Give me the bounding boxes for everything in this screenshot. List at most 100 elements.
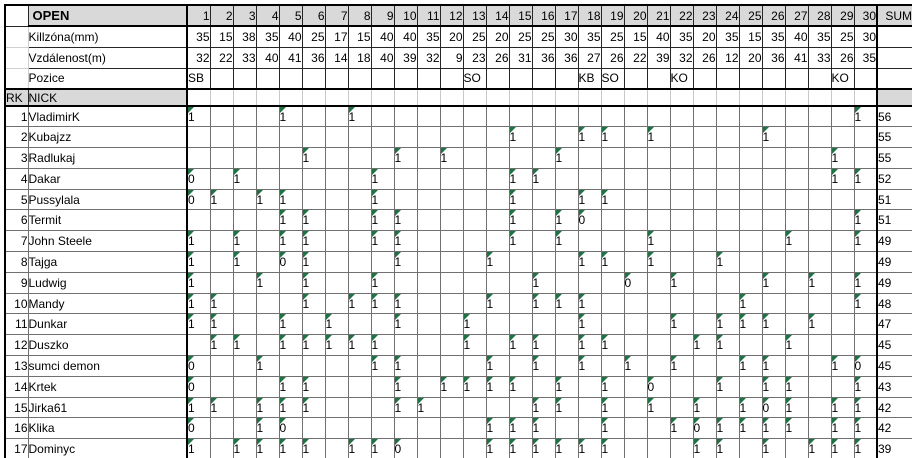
mark-cell[interactable] — [439, 105, 464, 128]
mark-cell[interactable]: 1 — [186, 313, 211, 336]
mark-cell[interactable] — [439, 334, 464, 357]
info-value-cell[interactable]: 40 — [255, 46, 280, 69]
mark-cell[interactable] — [830, 230, 855, 253]
header-filler-cell[interactable] — [692, 88, 717, 107]
mark-cell[interactable] — [209, 105, 234, 128]
mark-cell[interactable] — [462, 230, 487, 253]
rank-cell[interactable]: 8 — [4, 251, 29, 273]
column-header-cell[interactable]: 1 — [186, 4, 211, 27]
mark-cell[interactable]: 1 — [393, 355, 418, 377]
mark-cell[interactable] — [416, 105, 441, 128]
rank-cell[interactable]: 10 — [4, 292, 29, 315]
sum-fill-cell[interactable] — [876, 46, 912, 69]
info-value-cell[interactable]: 20 — [439, 25, 464, 48]
info-value-cell[interactable] — [508, 67, 533, 90]
mark-cell[interactable] — [439, 230, 464, 253]
mark-cell[interactable]: 1 — [554, 375, 579, 398]
mark-cell[interactable]: 1 — [301, 230, 326, 253]
info-value-cell[interactable] — [301, 67, 326, 90]
mark-cell[interactable]: 1 — [278, 334, 303, 357]
column-header-cell[interactable]: 11 — [416, 4, 441, 27]
info-value-cell[interactable]: 22 — [209, 46, 234, 69]
mark-cell[interactable] — [347, 230, 372, 253]
mark-cell[interactable] — [623, 251, 648, 273]
mark-cell[interactable] — [646, 167, 671, 190]
info-value-cell[interactable]: 40 — [784, 25, 809, 48]
mark-cell[interactable] — [324, 292, 349, 315]
mark-cell[interactable] — [393, 167, 418, 190]
mark-cell[interactable] — [623, 313, 648, 336]
mark-cell[interactable] — [462, 105, 487, 128]
mark-cell[interactable]: 1 — [853, 167, 878, 190]
mark-cell[interactable] — [853, 313, 878, 336]
info-value-cell[interactable]: 15 — [623, 25, 648, 48]
mark-cell[interactable] — [738, 334, 763, 357]
mark-cell[interactable]: 1 — [761, 438, 786, 458]
info-value-cell[interactable] — [347, 67, 372, 90]
mark-cell[interactable] — [531, 126, 556, 149]
mark-cell[interactable]: 1 — [715, 334, 740, 357]
info-value-cell[interactable]: 33 — [232, 46, 257, 69]
mark-cell[interactable]: 1 — [278, 313, 303, 336]
mark-cell[interactable] — [255, 230, 280, 253]
mark-cell[interactable] — [669, 188, 694, 211]
mark-cell[interactable] — [623, 167, 648, 190]
mark-cell[interactable]: 1 — [301, 147, 326, 169]
header-filler-cell[interactable] — [255, 88, 280, 107]
mark-cell[interactable]: 1 — [393, 230, 418, 253]
mark-cell[interactable] — [646, 105, 671, 128]
nick-header-cell[interactable]: NICK — [27, 88, 188, 107]
column-header-cell[interactable]: 6 — [301, 4, 326, 27]
mark-cell[interactable] — [669, 230, 694, 253]
mark-cell[interactable] — [416, 147, 441, 169]
info-value-cell[interactable]: 14 — [324, 46, 349, 69]
mark-cell[interactable]: 1 — [715, 438, 740, 458]
mark-cell[interactable]: 0 — [186, 167, 211, 190]
mark-cell[interactable]: 1 — [830, 167, 855, 190]
mark-cell[interactable]: 1 — [255, 438, 280, 458]
mark-cell[interactable] — [600, 313, 625, 336]
mark-cell[interactable] — [439, 126, 464, 149]
nick-cell[interactable]: Dominyc — [27, 438, 188, 458]
mark-cell[interactable]: 1 — [209, 396, 234, 419]
rank-cell[interactable]: 3 — [4, 147, 29, 169]
mark-cell[interactable]: 1 — [623, 355, 648, 377]
mark-cell[interactable]: 0 — [761, 396, 786, 419]
mark-cell[interactable] — [554, 105, 579, 128]
mark-cell[interactable]: 1 — [232, 334, 257, 357]
mark-cell[interactable]: 1 — [370, 355, 395, 377]
mark-cell[interactable] — [370, 105, 395, 128]
mark-cell[interactable] — [784, 355, 809, 377]
info-value-cell[interactable]: 39 — [393, 46, 418, 69]
mark-cell[interactable]: 1 — [577, 188, 602, 211]
sum-cell[interactable]: 52 — [876, 167, 912, 190]
mark-cell[interactable] — [531, 251, 556, 273]
mark-cell[interactable]: 1 — [370, 334, 395, 357]
column-header-cell[interactable]: 29 — [830, 4, 855, 27]
nick-cell[interactable]: Pussylala — [27, 188, 188, 211]
info-value-cell[interactable]: 20 — [485, 25, 510, 48]
mark-cell[interactable]: 1 — [255, 396, 280, 419]
column-header-cell[interactable]: 5 — [278, 4, 303, 27]
mark-cell[interactable] — [646, 438, 671, 458]
mark-cell[interactable] — [692, 105, 717, 128]
mark-cell[interactable] — [439, 438, 464, 458]
column-header-cell[interactable]: 19 — [600, 4, 625, 27]
header-filler-cell[interactable] — [485, 88, 510, 107]
info-value-cell[interactable]: 15 — [347, 25, 372, 48]
column-header-cell[interactable]: 16 — [531, 4, 556, 27]
mark-cell[interactable] — [692, 167, 717, 190]
header-filler-cell[interactable] — [232, 88, 257, 107]
mark-cell[interactable]: 1 — [784, 396, 809, 419]
mark-cell[interactable]: 1 — [646, 396, 671, 419]
mark-cell[interactable] — [623, 292, 648, 315]
mark-cell[interactable] — [853, 334, 878, 357]
column-header-cell[interactable]: 20 — [623, 4, 648, 27]
info-value-cell[interactable] — [623, 67, 648, 90]
mark-cell[interactable] — [830, 313, 855, 336]
mark-cell[interactable] — [209, 251, 234, 273]
mark-cell[interactable] — [347, 417, 372, 440]
mark-cell[interactable] — [577, 417, 602, 440]
info-value-cell[interactable]: 33 — [807, 46, 832, 69]
mark-cell[interactable] — [577, 375, 602, 398]
